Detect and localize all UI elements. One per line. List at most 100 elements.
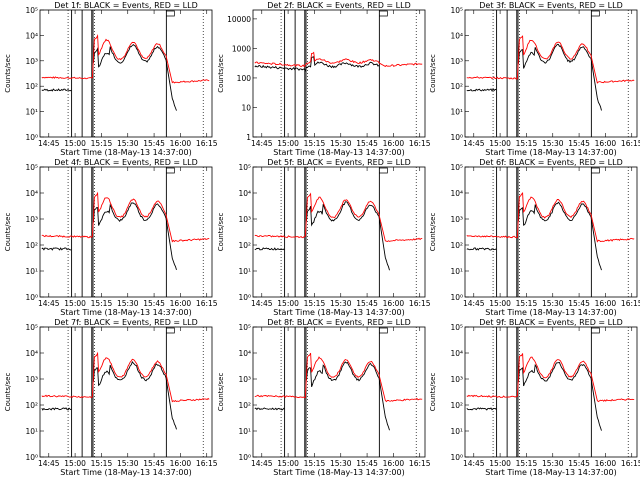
x-tick-label: 15:30 bbox=[117, 299, 139, 308]
x-tick-label: 15:00 bbox=[64, 299, 86, 308]
lld-series-line bbox=[466, 353, 635, 403]
x-tick-label: 15:00 bbox=[64, 139, 86, 148]
events-series-line bbox=[41, 361, 177, 430]
panel-title: Det 4f: BLACK = Events, RED = LLD bbox=[54, 158, 198, 167]
events-series-line bbox=[466, 43, 602, 111]
y-tick-label: 10⁰ bbox=[238, 293, 251, 302]
x-axis-label: Start Time (18-May-13 14:37:00) bbox=[60, 308, 191, 317]
x-tick-label: 16:15 bbox=[196, 139, 218, 148]
x-tick-label: 15:45 bbox=[143, 139, 165, 148]
y-tick-label: 10000 bbox=[227, 15, 251, 24]
y-tick-label: 10⁰ bbox=[450, 293, 463, 302]
events-series-line bbox=[254, 56, 380, 72]
x-tick-label: 14:45 bbox=[463, 139, 485, 148]
plot-frame bbox=[39, 326, 213, 458]
x-tick-label: 15:15 bbox=[516, 139, 538, 148]
x-tick-label: 16:15 bbox=[621, 139, 640, 148]
x-tick-label: 14:45 bbox=[251, 299, 273, 308]
x-tick-label: 14:45 bbox=[38, 139, 60, 148]
y-tick-label: 10⁴ bbox=[450, 349, 463, 358]
x-tick-label: 15:00 bbox=[489, 299, 511, 308]
y-tick-label: 10¹ bbox=[450, 108, 463, 117]
y-tick-label: 1000 bbox=[232, 44, 251, 53]
x-tick-label: 16:15 bbox=[196, 459, 218, 468]
y-tick-label: 10⁵ bbox=[450, 163, 463, 172]
flag-marker bbox=[166, 10, 175, 17]
y-tick-label: 10³ bbox=[25, 215, 38, 224]
x-tick-label: 15:00 bbox=[277, 299, 299, 308]
panel-title: Det 8f: BLACK = Events, RED = LLD bbox=[267, 318, 411, 327]
x-tick-label: 14:45 bbox=[251, 459, 273, 468]
x-tick-label: 15:15 bbox=[304, 459, 326, 468]
detector-panel-8: Det 8f: BLACK = Events, RED = LLD 14:45 15… bbox=[217, 318, 431, 477]
detector-panel-7: Det 7f: BLACK = Events, RED = LLD 14:45 15… bbox=[4, 318, 218, 477]
plot-frame bbox=[464, 166, 638, 298]
x-tick-label: 15:30 bbox=[330, 139, 352, 148]
events-series-line bbox=[466, 201, 602, 271]
panel-title: Det 9f: BLACK = Events, RED = LLD bbox=[479, 318, 623, 327]
x-tick-label: 15:30 bbox=[330, 459, 352, 468]
detector-panel-6: Det 6f: BLACK = Events, RED = LLD 14:45 15… bbox=[429, 158, 640, 317]
x-axis-label: Start Time (18-May-13 14:37:00) bbox=[485, 308, 616, 317]
y-tick-label: 10³ bbox=[450, 375, 463, 384]
x-axis-label: Start Time (18-May-13 14:37:00) bbox=[273, 148, 404, 157]
x-tick-label: 16:00 bbox=[170, 459, 192, 468]
plot-frame bbox=[464, 326, 638, 458]
lld-series-line bbox=[41, 34, 210, 84]
x-tick-label: 15:30 bbox=[117, 459, 139, 468]
x-tick-label: 15:30 bbox=[117, 139, 139, 148]
x-tick-label: 15:00 bbox=[277, 139, 299, 148]
y-tick-label: 10⁵ bbox=[450, 323, 463, 332]
plot-frame bbox=[252, 326, 426, 458]
x-tick-label: 15:00 bbox=[277, 459, 299, 468]
y-tick-label: 10⁵ bbox=[238, 323, 251, 332]
x-tick-label: 15:00 bbox=[64, 459, 86, 468]
x-tick-label: 16:00 bbox=[383, 139, 405, 148]
y-tick-label: 10² bbox=[450, 241, 463, 250]
x-axis-label: Start Time (18-May-13 14:37:00) bbox=[60, 468, 191, 477]
y-axis-label: Counts/sec bbox=[429, 373, 437, 412]
y-tick-label: 10⁴ bbox=[25, 189, 38, 198]
y-tick-label: 10³ bbox=[25, 57, 38, 66]
x-tick-label: 15:15 bbox=[91, 299, 113, 308]
x-tick-label: 16:15 bbox=[409, 299, 431, 308]
lld-series-line bbox=[466, 35, 635, 84]
y-tick-label: 10² bbox=[238, 241, 251, 250]
flag-marker bbox=[166, 167, 175, 174]
y-axis-label: Counts/sec bbox=[429, 213, 437, 252]
y-tick-label: 10² bbox=[450, 401, 463, 410]
y-tick-label: 10⁰ bbox=[450, 453, 463, 462]
events-series-line bbox=[254, 201, 390, 271]
x-tick-label: 15:15 bbox=[91, 139, 113, 148]
y-tick-label: 10⁰ bbox=[25, 453, 38, 462]
x-tick-label: 16:15 bbox=[409, 459, 431, 468]
y-axis-label: Counts/sec bbox=[217, 213, 225, 252]
x-tick-label: 16:00 bbox=[595, 299, 617, 308]
detector-panel-5: Det 5f: BLACK = Events, RED = LLD 14:45 15… bbox=[217, 158, 431, 317]
flag-marker bbox=[166, 327, 175, 334]
y-tick-label: 10⁴ bbox=[238, 349, 251, 358]
plot-frame bbox=[39, 166, 213, 298]
plot-frame bbox=[252, 166, 426, 298]
panel-title: Det 3f: BLACK = Events, RED = LLD bbox=[479, 1, 623, 10]
y-tick-label: 10³ bbox=[450, 215, 463, 224]
y-tick-label: 100 bbox=[237, 74, 252, 83]
y-tick-label: 10⁴ bbox=[450, 189, 463, 198]
x-tick-label: 16:00 bbox=[170, 299, 192, 308]
y-tick-label: 10¹ bbox=[450, 427, 463, 436]
x-tick-label: 14:45 bbox=[38, 299, 60, 308]
x-tick-label: 16:15 bbox=[621, 459, 640, 468]
y-tick-label: 10² bbox=[238, 401, 251, 410]
x-tick-label: 16:00 bbox=[595, 139, 617, 148]
detector-panel-2: Det 2f: BLACK = Events, RED = LLD 14:45 15… bbox=[217, 1, 431, 157]
lld-series-line bbox=[41, 351, 210, 403]
y-tick-label: 10⁰ bbox=[238, 453, 251, 462]
y-tick-label: 10⁵ bbox=[450, 6, 463, 15]
y-axis-label: Counts/sec bbox=[4, 54, 12, 93]
y-axis-label: Counts/sec bbox=[429, 54, 437, 93]
x-tick-label: 16:00 bbox=[383, 299, 405, 308]
lld-series-line bbox=[254, 352, 423, 403]
x-axis-label: Start Time (18-May-13 14:37:00) bbox=[273, 308, 404, 317]
events-series-line bbox=[254, 361, 390, 431]
y-tick-label: 10¹ bbox=[238, 267, 251, 276]
